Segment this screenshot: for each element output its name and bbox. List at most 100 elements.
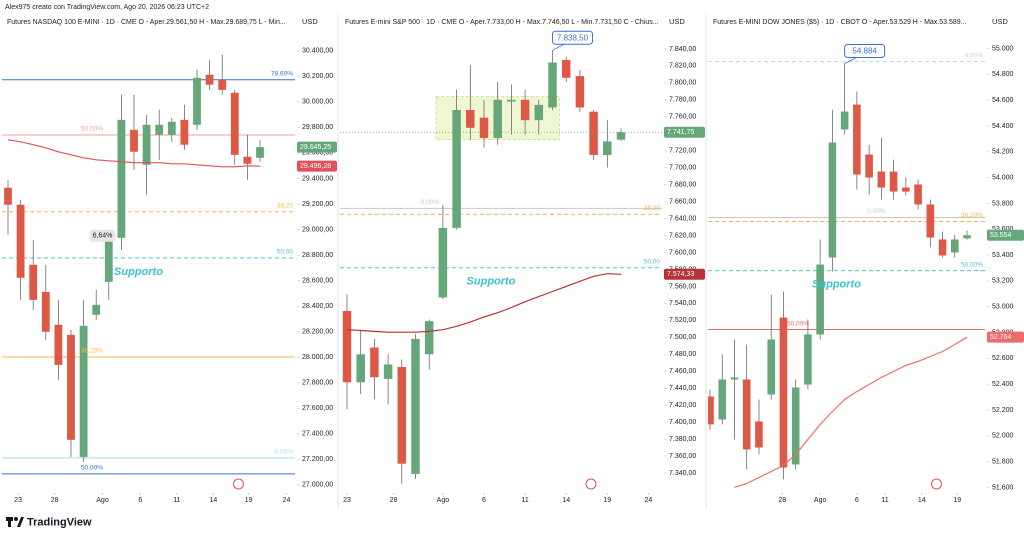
- y-tick-label: 28.400,00: [302, 303, 333, 310]
- y-tick-label: 27.000,00: [302, 482, 333, 489]
- level-label: 0,00%: [421, 199, 440, 206]
- candle-body: [828, 142, 837, 258]
- y-tick-label: 29.800,00: [302, 124, 333, 131]
- y-tick-label: 7.800,00: [669, 80, 696, 87]
- candle-body: [155, 124, 164, 135]
- y-tick-label: 52.000: [992, 433, 1014, 440]
- y-tick-label: 7.680,00: [669, 181, 696, 188]
- candle-body: [4, 187, 12, 205]
- y-tick-label: 29.400,00: [302, 175, 333, 182]
- x-tick-label: 28: [51, 497, 59, 504]
- level-note: Supporto: [467, 276, 516, 288]
- y-tick-label: 30.200,00: [302, 73, 333, 80]
- y-tick-label: 7.660,00: [669, 198, 696, 205]
- candle-body: [963, 235, 971, 239]
- price-tag: [987, 229, 1024, 241]
- plot-area: [708, 61, 985, 488]
- candle-body: [938, 239, 947, 256]
- level-label: 0,00%: [965, 52, 984, 59]
- y-tick-label: 7.840,00: [669, 46, 696, 53]
- price-tag: [297, 160, 337, 172]
- candle-body: [424, 321, 434, 355]
- y-tick-label: 54.800: [992, 71, 1014, 78]
- callout-pointer: [844, 57, 857, 64]
- candle-body: [589, 111, 598, 155]
- candle-body: [29, 264, 38, 300]
- y-tick-label: 7.500,00: [669, 334, 696, 341]
- callout-label: 54.884: [852, 47, 877, 56]
- candle-body: [167, 121, 176, 135]
- icon-ring: [931, 478, 942, 490]
- candle-body: [791, 387, 800, 465]
- price-tag-label: 52.764: [990, 334, 1012, 341]
- y-tick-label: 53.400: [992, 252, 1014, 259]
- candle-body: [256, 147, 264, 158]
- x-tick-label: 24: [645, 497, 653, 504]
- y-tick-label: 27.400,00: [302, 431, 333, 438]
- y-tick-label: 53.200: [992, 278, 1014, 285]
- price-tag: [664, 126, 705, 138]
- icon-ring: [585, 478, 597, 490]
- candle-body: [104, 239, 113, 282]
- candle-body: [708, 396, 714, 425]
- candle-body: [755, 421, 763, 448]
- replay-icon: [931, 478, 942, 490]
- candle-body: [193, 77, 201, 125]
- y-tick-label: 28.600,00: [302, 277, 333, 284]
- level-label: 50,00%: [81, 465, 103, 472]
- y-tick-label: 28.000,00: [302, 354, 333, 361]
- price-tag-label: 29.496,28: [300, 163, 331, 170]
- x-tick-label: 11: [173, 497, 180, 504]
- y-axis-label: USD: [302, 17, 318, 26]
- y-tick-label: 7.820,00: [669, 63, 696, 70]
- x-tick-label: Ago: [96, 497, 109, 504]
- candle-body: [356, 354, 365, 383]
- candle-body: [742, 379, 751, 450]
- y-tick-label: 7.340,00: [669, 470, 696, 477]
- y-tick-label: 29.200,00: [302, 201, 333, 208]
- candle-body: [130, 129, 138, 152]
- candle-body: [243, 156, 252, 164]
- y-tick-label: 29.600,00: [302, 150, 333, 157]
- plot-area: [340, 50, 662, 485]
- brand-logo: [6, 517, 24, 527]
- y-tick-label: 7.640,00: [669, 215, 696, 222]
- y-tick-label: 53.000: [992, 304, 1014, 311]
- level-label: 50,00%: [961, 261, 983, 268]
- y-tick-label: 27.200,00: [302, 456, 333, 463]
- x-tick-label: 6: [855, 497, 859, 504]
- candle-body: [804, 334, 812, 385]
- y-tick-label: 27.600,00: [302, 405, 333, 412]
- candle-body: [520, 99, 530, 121]
- level-label: 50,00%: [787, 320, 809, 327]
- candle-body: [383, 364, 393, 379]
- x-tick-label: 11: [881, 497, 888, 504]
- candle-body: [54, 324, 63, 365]
- x-tick-label: 11: [521, 497, 528, 504]
- plot-area: [2, 54, 295, 475]
- credit: Alex975 creato con TradingView.com, Ago …: [5, 4, 209, 11]
- candle-body: [767, 339, 775, 395]
- y-tick-label: 51.800: [992, 458, 1014, 465]
- candle-body: [493, 99, 502, 138]
- chart-title: Futures E-mini S&P 500 · 1D · CME O - Ap…: [345, 19, 659, 26]
- x-tick-label: 28: [390, 497, 398, 504]
- x-tick-label: 19: [603, 497, 611, 504]
- x-tick-label: 14: [918, 497, 926, 504]
- candle-body: [779, 317, 788, 468]
- candle-body: [603, 141, 612, 155]
- candle-body: [79, 325, 88, 457]
- price-tag-label: 29.645,25: [300, 144, 331, 151]
- y-tick-label: 7.600,00: [669, 249, 696, 256]
- x-tick-label: 19: [245, 497, 253, 504]
- x-tick-label: 14: [209, 497, 217, 504]
- moving-average: [7, 139, 261, 168]
- price-tag: [297, 141, 337, 153]
- candle-body: [142, 124, 151, 165]
- y-tick-label: 54.600: [992, 97, 1014, 104]
- y-tick-label: 7.560,00: [669, 283, 696, 290]
- candle-body: [889, 171, 898, 192]
- x-tick-label: 28: [778, 497, 786, 504]
- candle-body: [370, 347, 379, 378]
- chart-title: Futures NASDAQ 100 E-MINI · 1D · CME O -…: [7, 19, 286, 26]
